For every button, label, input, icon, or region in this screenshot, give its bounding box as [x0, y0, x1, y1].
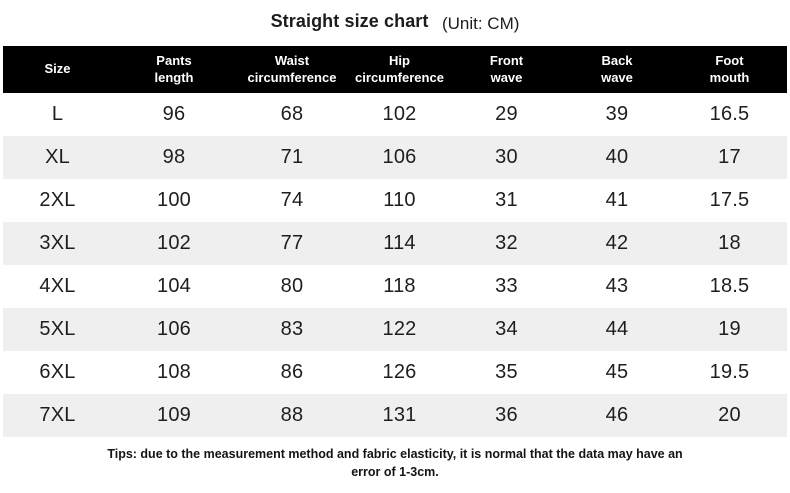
column-header-hip-circumference: Hip circumference: [348, 46, 451, 93]
value-cell: 131: [382, 404, 417, 426]
table-row-2xl: 2XL 100 74 110 31 41 17.5: [3, 179, 787, 222]
table-row-xl: XL 98 71 106 30 40 17: [3, 136, 787, 179]
value-cell: 17.5: [709, 189, 750, 211]
size-cell: 4XL: [39, 275, 76, 297]
value-cell: 36: [495, 404, 518, 426]
size-cell: 7XL: [39, 404, 76, 426]
value-cell: 102: [157, 232, 191, 254]
header-row: Size Pants length Waist circumference Hip c…: [3, 46, 787, 93]
value-cell: 43: [605, 275, 629, 297]
table-row-3xl: 3XL 102 77 114 32 42 18: [3, 222, 787, 265]
value-cell: 33: [495, 275, 518, 297]
value-cell: 109: [157, 404, 191, 426]
column-header-pants-length: Pants length: [112, 46, 236, 93]
value-cell: 126: [382, 361, 417, 383]
value-cell: 34: [495, 318, 518, 340]
value-cell: 41: [605, 189, 629, 211]
value-cell: 83: [280, 318, 304, 340]
value-cell: 16.5: [709, 103, 750, 125]
value-cell: 32: [495, 232, 518, 254]
size-cell: 5XL: [39, 318, 76, 340]
value-cell: 108: [157, 361, 191, 383]
value-cell: 118: [383, 275, 416, 297]
size-cell: XL: [45, 146, 70, 168]
value-cell: 88: [280, 404, 304, 426]
value-cell: 35: [495, 361, 518, 383]
column-header-waist-circumference: Waist circumference: [236, 46, 348, 93]
column-header-back-wave: Back wave: [562, 46, 672, 93]
value-cell: 122: [382, 318, 417, 340]
value-cell: 45: [605, 361, 629, 383]
table-row-l: L 96 68 102 29 39 16.5: [3, 93, 787, 136]
value-cell: 77: [280, 232, 304, 254]
value-cell: 39: [605, 103, 629, 125]
value-cell: 71: [280, 146, 304, 168]
size-cell: 6XL: [39, 361, 76, 383]
value-cell: 19: [718, 318, 741, 340]
value-cell: 80: [280, 275, 304, 297]
value-cell: 42: [605, 232, 629, 254]
value-cell: 114: [383, 232, 416, 254]
chart-unit-label: (Unit: CM): [441, 14, 520, 33]
value-cell: 19.5: [709, 361, 750, 383]
size-table-body: L 96 68 102 29 39 16.5 XL 98 71 106 30 40 17 2XL 100 74 1…: [3, 93, 787, 437]
size-table-header: Size Pants length Waist circumference Hip c…: [3, 46, 787, 93]
value-cell: 29: [495, 103, 518, 125]
size-cell: L: [51, 103, 64, 125]
value-cell: 98: [162, 146, 186, 168]
value-cell: 106: [382, 146, 417, 168]
size-cell: 2XL: [39, 189, 76, 211]
table-row-5xl: 5XL 106 83 122 34 44 19: [3, 308, 787, 351]
value-cell: 18.5: [709, 275, 750, 297]
value-cell: 44: [605, 318, 629, 340]
column-header-size: Size: [3, 46, 112, 93]
value-cell: 106: [157, 318, 191, 340]
column-header-front-wave: Front wave: [451, 46, 562, 93]
size-cell: 3XL: [39, 232, 76, 254]
value-cell: 96: [162, 103, 186, 125]
value-cell: 20: [718, 404, 741, 426]
value-cell: 102: [382, 103, 417, 125]
value-cell: 100: [157, 189, 191, 211]
size-table: Size Pants length Waist circumference Hip c…: [3, 46, 787, 437]
value-cell: 31: [495, 189, 518, 211]
value-cell: 68: [280, 103, 304, 125]
value-cell: 17: [718, 146, 741, 168]
table-row-4xl: 4XL 104 80 118 33 43 18.5: [3, 265, 787, 308]
value-cell: 110: [383, 189, 416, 211]
table-row-7xl: 7XL 109 88 131 36 46 20: [3, 394, 787, 437]
value-cell: 30: [495, 146, 518, 168]
value-cell: 40: [605, 146, 629, 168]
value-cell: 86: [280, 361, 304, 383]
column-header-foot-mouth: Foot mouth: [672, 46, 787, 93]
value-cell: 46: [605, 404, 629, 426]
tips-note: Tips: due to the measurement method and …: [107, 447, 683, 479]
page-title: Straight size chart (Unit: CM): [0, 0, 790, 43]
chart-title: Straight size chart: [270, 11, 429, 31]
value-cell: 18: [718, 232, 741, 254]
value-cell: 74: [280, 189, 304, 211]
table-row-6xl: 6XL 108 86 126 35 45 19.5: [3, 351, 787, 394]
value-cell: 104: [157, 275, 191, 297]
